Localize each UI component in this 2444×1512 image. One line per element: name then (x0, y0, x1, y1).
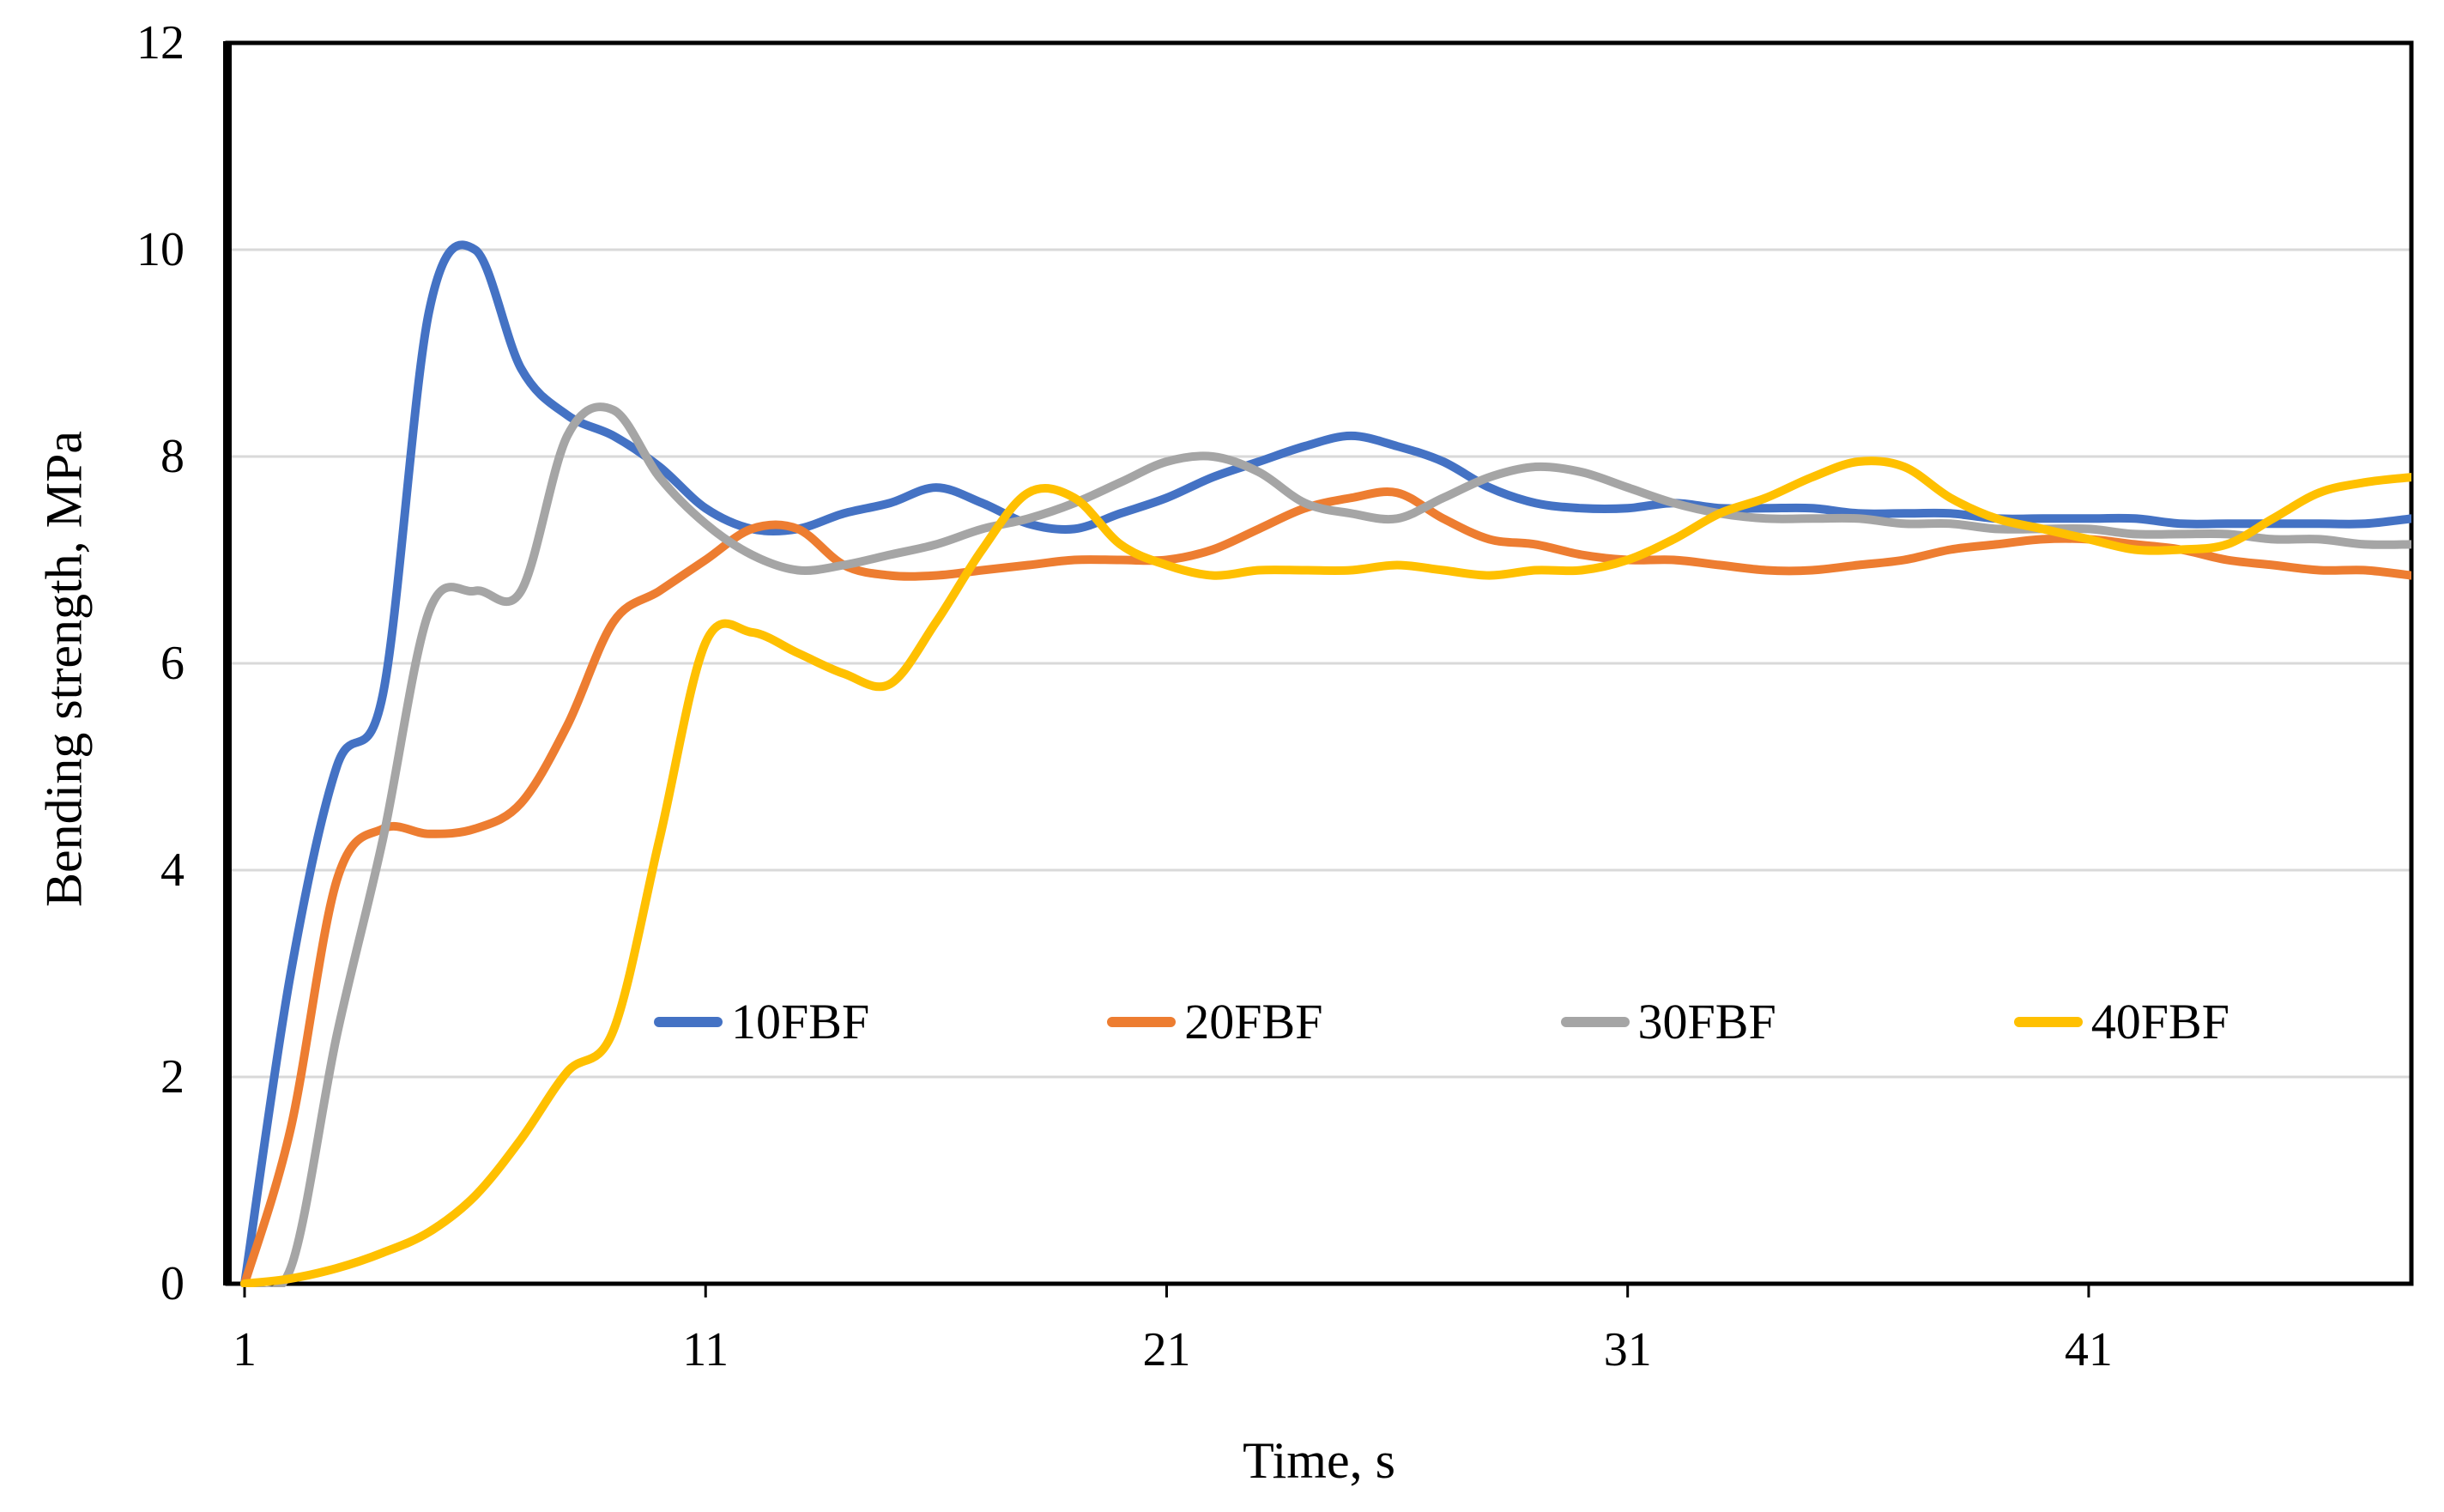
legend-item-40FBF: 40FBF (2013, 994, 2229, 1049)
x-tick-label-11: 11 (682, 1323, 729, 1376)
legend-keyline-30FBF (1560, 1017, 1630, 1027)
legend-label-40FBF: 40FBF (2090, 994, 2229, 1049)
legend-label-20FBF: 20FBF (1184, 994, 1323, 1049)
legend-keyline-40FBF (2013, 1017, 2083, 1027)
series-line-30FBF (240, 402, 2411, 1287)
legend-label-10FBF: 10FBF (731, 994, 870, 1049)
legend-item-30FBF: 30FBF (1560, 994, 1776, 1049)
legend-label-30FBF: 30FBF (1637, 994, 1776, 1049)
y-tick-label-10: 10 (136, 223, 185, 276)
legend-item-10FBF: 10FBF (654, 997, 869, 1047)
series-line-10FBF (240, 240, 2411, 1287)
x-tick-label-31: 31 (1603, 1323, 1652, 1376)
legend-keyline-20FBF (1107, 1017, 1177, 1027)
y-tick-label-6: 6 (160, 637, 185, 690)
y-tick-label-12: 12 (136, 16, 185, 70)
y-tick-label-4: 4 (160, 844, 185, 897)
y-tick-label-8: 8 (160, 430, 185, 483)
x-axis-title: Time, s (1243, 1432, 1395, 1489)
y-tick-label-0: 0 (160, 1257, 185, 1310)
legend-item-20FBF: 20FBF (1107, 997, 1322, 1047)
x-tick-label-41: 41 (2064, 1323, 2113, 1376)
x-tick-label-1: 1 (233, 1323, 257, 1376)
series-line-20FBF (240, 487, 2411, 1287)
x-tick-label-21: 21 (1142, 1323, 1191, 1376)
y-axis-title: Bending strength, MPa (35, 431, 93, 907)
y-tick-label-2: 2 (160, 1050, 185, 1104)
legend: 10FBF 20FBF 30FBF 40FBF (654, 992, 2229, 1052)
legend-keyline-10FBF (654, 1017, 723, 1027)
series-line-40FBF (240, 457, 2411, 1287)
